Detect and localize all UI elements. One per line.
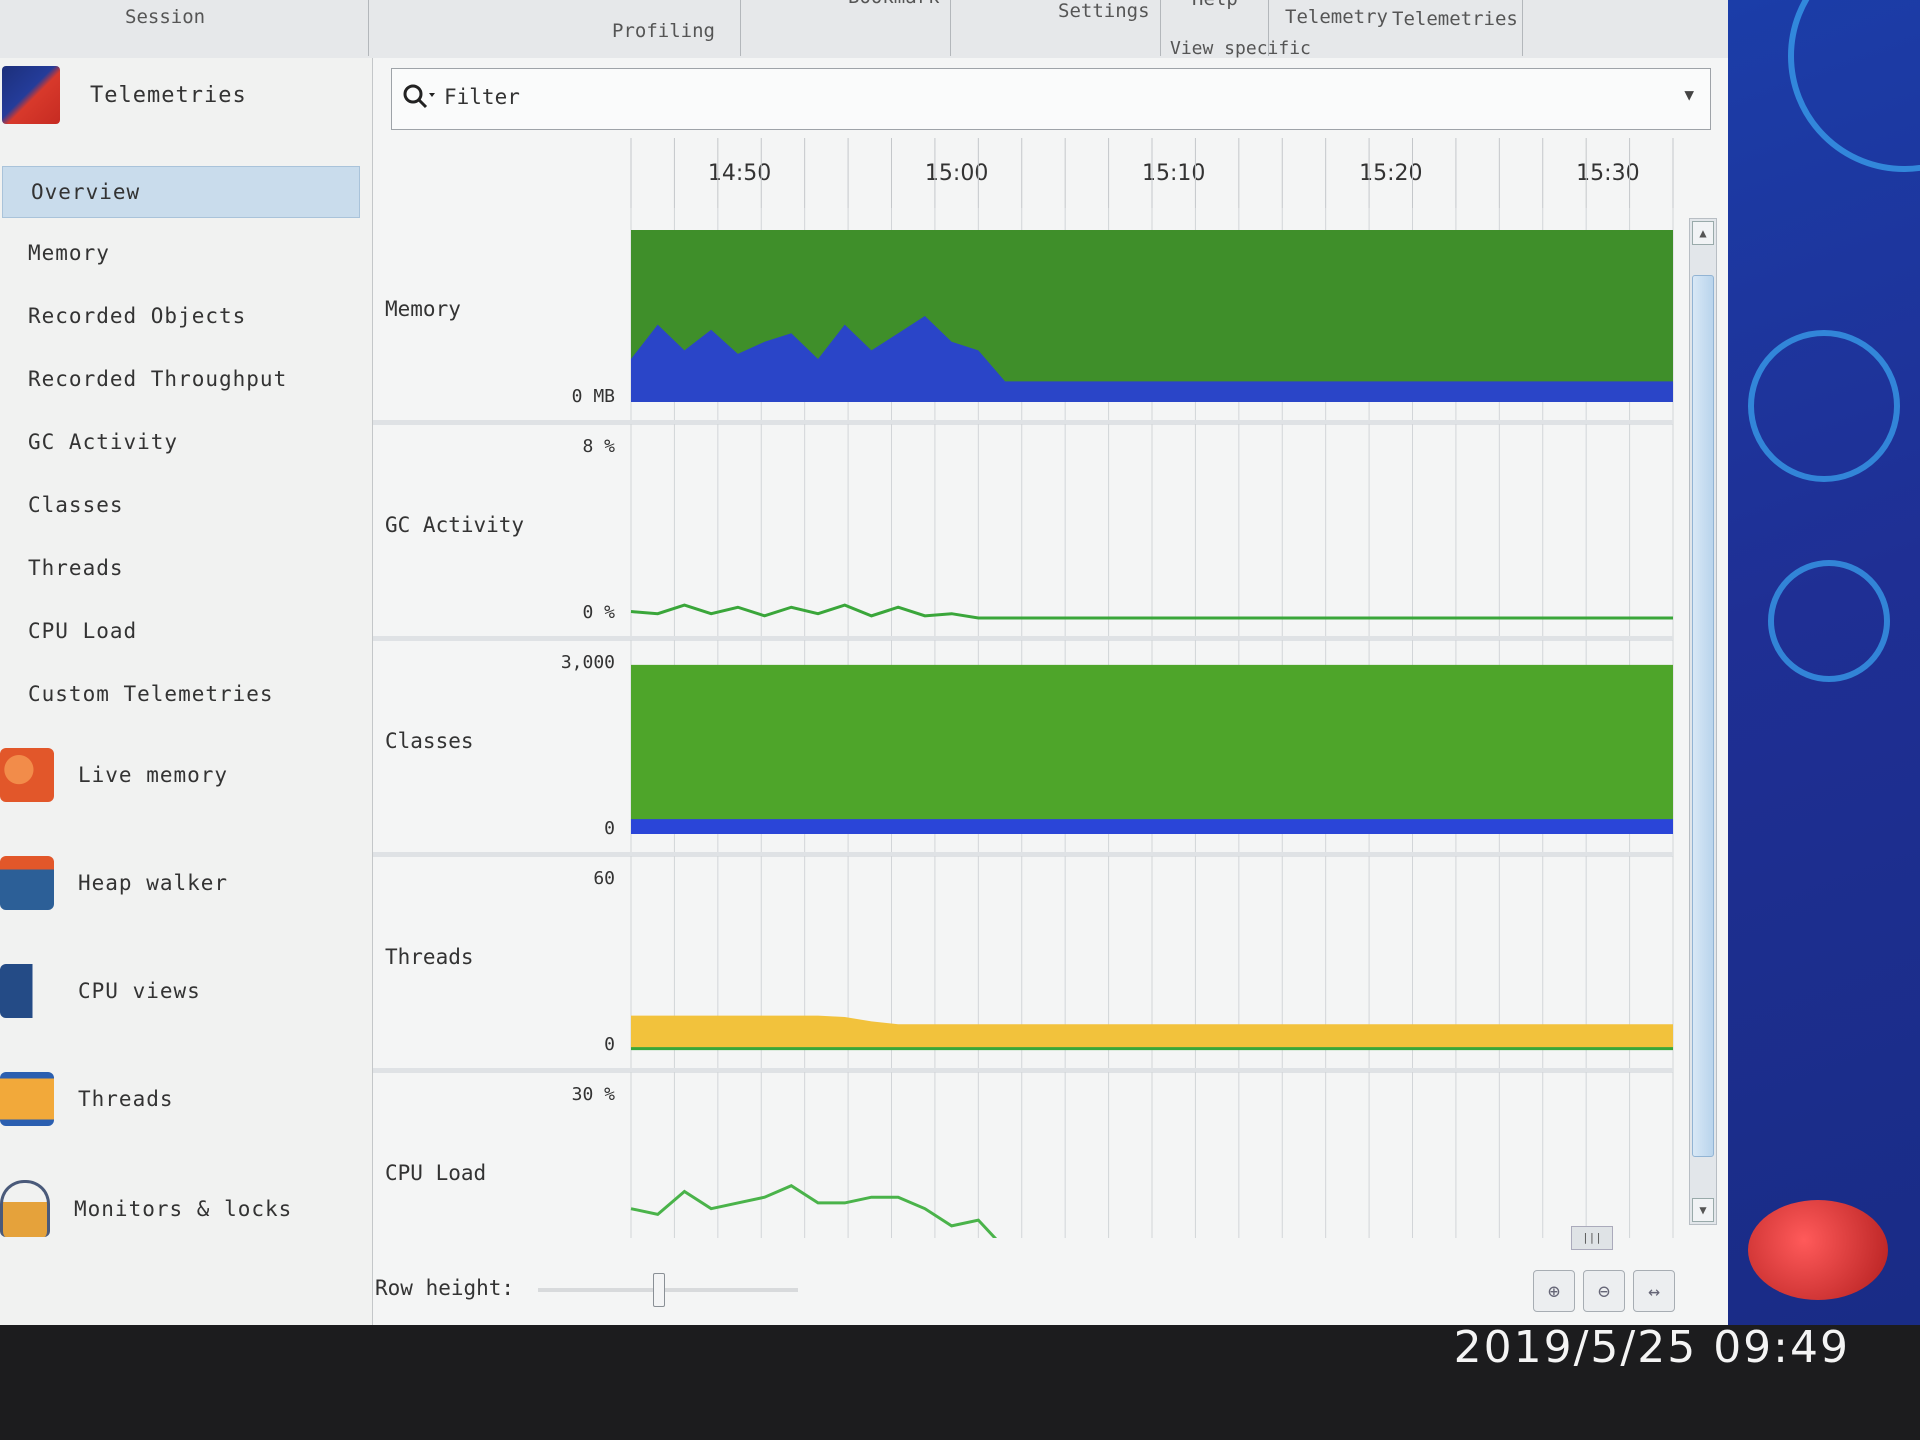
search-icon (403, 84, 435, 109)
toolbar-separator (1522, 0, 1523, 56)
camera-icon (0, 856, 54, 910)
filter-placeholder: Filter (444, 85, 520, 109)
telemetry-row: Threads 60 0 (373, 856, 1674, 1073)
toolbar-help[interactable]: Help (1192, 0, 1238, 10)
toolbar-separator (368, 0, 369, 56)
sidebar-item-cpu-load[interactable]: CPU Load (28, 619, 138, 643)
sidebar-group-live-memory[interactable]: Live memory (0, 748, 372, 802)
toolbar: Session Profiling Bookmark Settings Help… (0, 0, 1728, 59)
telemetry-row: GC Activity 8 % 0 % (373, 424, 1674, 641)
row-label: CPU Load (385, 1161, 486, 1185)
sidebar-item-recorded-throughput[interactable]: Recorded Throughput (28, 367, 288, 391)
toolbar-bookmark[interactable]: Bookmark (848, 0, 940, 8)
scrollbar-thumb[interactable] (1692, 275, 1714, 1157)
series-area-filtered (631, 819, 1673, 834)
telemetry-overview-chart: 14:50 15:00 15:10 15:20 15:30 Memory 0 MB GC Ac… (373, 138, 1674, 1238)
sidebar-section-title: Telemetries (90, 82, 247, 108)
toolbar-session[interactable]: Session (125, 6, 206, 28)
horizontal-scroll-thumb[interactable]: ||| (1571, 1226, 1613, 1250)
toolbar-profiling[interactable]: Profiling (612, 20, 715, 42)
apple-decoration (1748, 1200, 1888, 1300)
thread-spool-icon (0, 1072, 54, 1126)
sidebar-item-recorded-objects[interactable]: Recorded Objects (28, 304, 247, 328)
monitor-bezel (0, 1325, 1920, 1440)
sidebar: Telemetries Overview Memory Recorded Obj… (0, 58, 373, 1325)
zoom-out-icon[interactable]: ⊖ (1583, 1270, 1625, 1312)
row-max-label: 60 (593, 868, 615, 889)
row-separator (373, 1068, 1673, 1073)
fit-width-icon[interactable]: ↔ (1633, 1270, 1675, 1312)
series-area-total (631, 1015, 1673, 1050)
time-axis-label: 15:10 (1142, 161, 1205, 186)
sidebar-item-custom-telemetries[interactable]: Custom Telemetries (28, 682, 274, 706)
toolbar-separator (740, 0, 741, 56)
toolbar-telemetries[interactable]: Telemetries (1392, 8, 1518, 30)
series-area-total (631, 664, 1673, 834)
vertical-scrollbar[interactable]: ▲ ▼ (1689, 218, 1717, 1225)
row-height-slider-track[interactable] (538, 1288, 798, 1292)
sidebar-group-heap-walker[interactable]: Heap walker (0, 856, 372, 910)
sidebar-item-classes[interactable]: Classes (28, 493, 124, 517)
row-max-label: 3,000 (561, 652, 615, 673)
time-axis-label: 14:50 (708, 161, 771, 186)
telemetry-row: Memory 0 MB (373, 208, 1674, 425)
photo-timestamp: 2019/5/25 09:49 (1453, 1322, 1850, 1373)
sidebar-item-gc-activity[interactable]: GC Activity (28, 430, 179, 454)
zoom-in-icon[interactable]: ⊕ (1533, 1270, 1575, 1312)
chevron-down-icon[interactable]: ▼ (1684, 85, 1694, 104)
toolbar-separator (1268, 0, 1269, 56)
series-line-gc (630, 603, 1673, 620)
toolbar-separator (950, 0, 951, 56)
sidebar-group-monitors-locks[interactable]: Monitors & locks (0, 1180, 372, 1237)
time-axis-label: 15:20 (1359, 161, 1422, 186)
row-min-label: 0 MB (572, 386, 615, 407)
telemetries-icon (2, 66, 60, 124)
toolbar-telemetry[interactable]: Telemetry (1285, 6, 1388, 28)
filter-input[interactable]: Filter ▼ (391, 68, 1711, 130)
telemetry-row: Classes 3,000 0 (373, 640, 1674, 857)
sidebar-item-threads[interactable]: Threads (28, 556, 124, 580)
time-axis-label: 15:30 (1576, 161, 1639, 186)
toolbar-settings[interactable]: Settings (1058, 0, 1150, 22)
toolbar-group-label: View specific (1170, 38, 1311, 59)
row-separator (373, 420, 1673, 425)
desktop-wallpaper (1728, 0, 1920, 1325)
row-max-label: 30 % (572, 1084, 616, 1105)
row-label: Threads (385, 945, 474, 969)
row-label: Memory (385, 297, 461, 321)
scroll-down-button[interactable]: ▼ (1692, 1198, 1714, 1222)
lock-icon (0, 1180, 50, 1237)
row-separator (373, 852, 1673, 857)
toolbar-separator (1160, 0, 1161, 56)
sidebar-item-memory[interactable]: Memory (28, 241, 110, 265)
live-memory-icon (0, 748, 54, 802)
sidebar-group-threads[interactable]: Threads (0, 1072, 372, 1126)
sidebar-item-overview[interactable]: Overview (2, 166, 360, 218)
row-separator (373, 636, 1673, 641)
row-height-label: Row height: (375, 1276, 515, 1300)
application-window: Session Profiling Bookmark Settings Help… (0, 0, 1728, 1325)
scroll-up-button[interactable]: ▲ (1692, 221, 1714, 245)
main-panel: Filter ▼ 14:50 15:00 15:10 15:20 15:30 Memory… (373, 58, 1728, 1325)
row-label: GC Activity (385, 513, 524, 537)
series-area-used (631, 316, 1673, 402)
series-line-cpu (630, 1184, 998, 1238)
sidebar-group-cpu-views[interactable]: CPU views (0, 964, 372, 1018)
row-min-label: 0 (604, 818, 615, 839)
row-height-slider-thumb[interactable] (653, 1273, 665, 1307)
time-axis-label: 15:00 (925, 161, 988, 186)
row-label: Classes (385, 729, 474, 753)
row-min-label: 0 (604, 1034, 615, 1055)
row-min-label: 0 % (582, 602, 615, 623)
row-max-label: 8 % (582, 436, 615, 457)
cpu-chip-icon (0, 964, 54, 1018)
sidebar-section-header[interactable]: Telemetries (0, 66, 247, 124)
